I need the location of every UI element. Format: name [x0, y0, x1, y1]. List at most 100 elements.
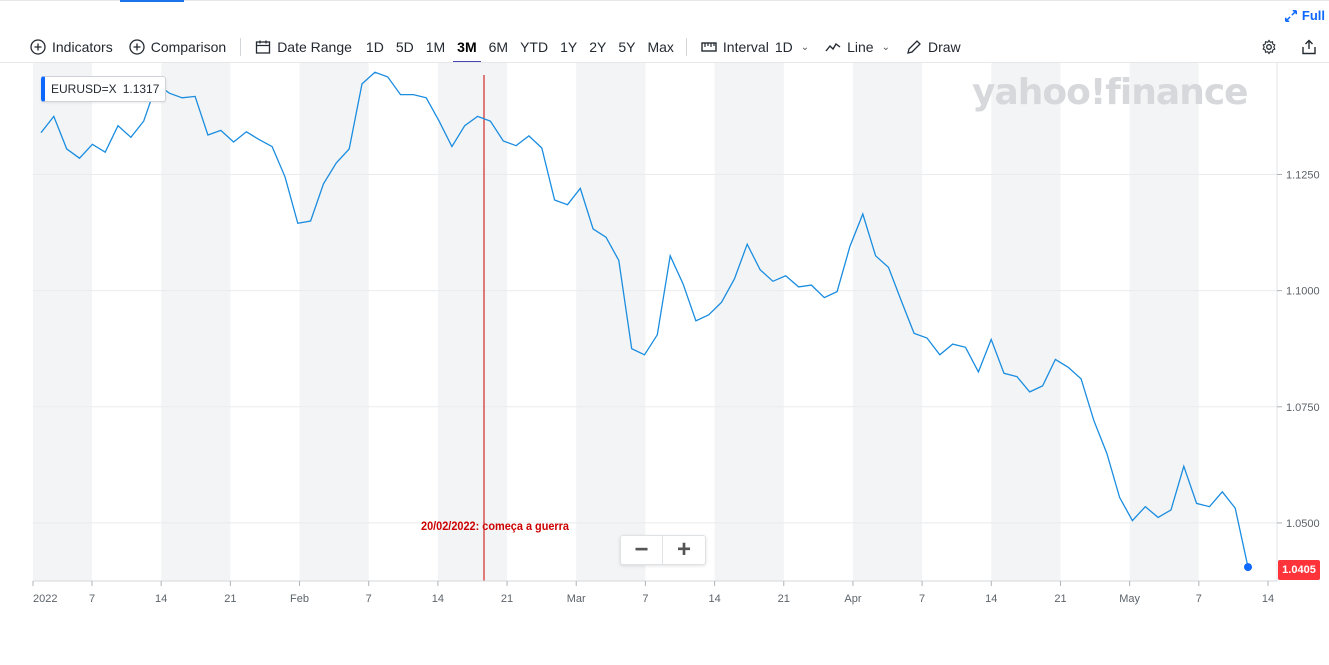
- data-point: [603, 235, 608, 240]
- data-point: [655, 332, 660, 337]
- data-point: [578, 186, 583, 191]
- settings-gear-icon[interactable]: [1261, 39, 1277, 55]
- data-point: [218, 128, 223, 133]
- draw-button[interactable]: Draw: [898, 35, 969, 59]
- week-band: [33, 63, 92, 581]
- data-point: [591, 226, 596, 231]
- interval-label: Interval: [722, 39, 769, 55]
- data-point: [334, 160, 339, 165]
- x-tick-label: 7: [919, 593, 925, 605]
- data-point: [629, 346, 634, 351]
- last-price-tag: 1.0405: [1278, 560, 1320, 580]
- week-band: [714, 63, 784, 581]
- data-point: [90, 142, 95, 147]
- data-point: [706, 312, 711, 317]
- data-point: [552, 198, 557, 203]
- yahoo-finance-logo: yahoo!finance: [972, 72, 1249, 113]
- week-band: [576, 63, 646, 581]
- data-point: [193, 94, 198, 99]
- range-button-1m[interactable]: 1M: [425, 39, 446, 55]
- fullscreen-button[interactable]: Full: [1284, 8, 1325, 23]
- data-point: [39, 130, 44, 135]
- ruler-icon: [701, 42, 717, 52]
- data-point: [282, 174, 287, 179]
- data-point: [141, 119, 146, 124]
- y-tick-label: 1.0500: [1286, 518, 1320, 530]
- data-point: [847, 244, 852, 249]
- comparison-button[interactable]: Comparison: [121, 35, 234, 59]
- date-range-button[interactable]: Date Range: [247, 35, 360, 59]
- ticker-label: EURUSD=X 1.1317: [41, 76, 167, 102]
- range-button-2y[interactable]: 2Y: [589, 39, 607, 55]
- pencil-icon: [907, 40, 921, 54]
- toolbar-divider: [240, 38, 242, 56]
- data-point: [1207, 504, 1212, 509]
- data-point: [295, 221, 300, 226]
- data-point: [116, 123, 121, 128]
- zoom-out-button[interactable]: −: [621, 536, 663, 564]
- data-point: [1233, 506, 1238, 511]
- data-point: [642, 352, 647, 357]
- plus-circle-icon: [129, 39, 145, 55]
- zoom-in-button[interactable]: +: [676, 536, 691, 563]
- indicators-label: Indicators: [52, 39, 113, 55]
- data-point: [77, 156, 82, 161]
- range-button-ytd[interactable]: YTD: [520, 39, 549, 55]
- data-point: [462, 123, 467, 128]
- data-point: [616, 258, 621, 263]
- x-tick-label: Mar: [567, 593, 586, 605]
- price-chart[interactable]: 20/02/2022: começa a guerra 1.1250 1.1000…: [0, 63, 1329, 623]
- range-button-3m[interactable]: 3M: [451, 35, 482, 64]
- week-band: [437, 63, 508, 581]
- ticker-symbol: EURUSD=X: [51, 82, 117, 96]
- data-point: [128, 135, 133, 140]
- data-point: [449, 144, 454, 149]
- range-button-1d[interactable]: 1D: [365, 39, 384, 55]
- range-button-5y[interactable]: 5Y: [618, 39, 636, 55]
- range-button-1y[interactable]: 1Y: [560, 39, 578, 55]
- range-button-5d[interactable]: 5D: [395, 39, 414, 55]
- indicators-button[interactable]: Indicators: [22, 35, 121, 59]
- data-point: [1104, 451, 1109, 456]
- range-selector: 1D 5D 1M 3M 6M YTD 1Y 2Y 5Y Max: [360, 35, 680, 64]
- last-point-dot: [1244, 563, 1252, 572]
- data-point: [360, 81, 365, 86]
- x-tick-label: 14: [985, 593, 997, 605]
- x-tick-label: 21: [1054, 593, 1066, 605]
- data-point: [822, 295, 827, 300]
- data-point: [1156, 515, 1161, 520]
- data-point: [1002, 371, 1007, 376]
- chart-type-button[interactable]: Line ⌄: [817, 35, 898, 59]
- range-button-6m[interactable]: 6M: [488, 39, 509, 55]
- grid-lines: [33, 173, 1277, 524]
- date-range-label: Date Range: [277, 39, 352, 55]
- x-tick-label: 14: [155, 593, 167, 605]
- data-point: [899, 298, 904, 303]
- data-point: [835, 289, 840, 294]
- draw-label: Draw: [927, 39, 961, 55]
- data-point: [308, 218, 313, 223]
- x-tick-label: 21: [501, 593, 513, 605]
- data-point: [1014, 374, 1019, 379]
- week-bands: [33, 63, 1199, 581]
- data-point: [719, 300, 724, 305]
- x-tick-label: Feb: [290, 593, 309, 605]
- data-point: [231, 139, 236, 144]
- data-point: [732, 277, 737, 282]
- calendar-icon: [256, 40, 271, 54]
- range-button-max[interactable]: Max: [647, 39, 674, 55]
- week-band: [1129, 63, 1199, 581]
- share-icon[interactable]: [1301, 39, 1317, 55]
- data-point: [411, 92, 416, 97]
- data-point: [167, 91, 172, 96]
- chart-type-label: Line: [847, 39, 874, 55]
- data-point: [1143, 504, 1148, 509]
- data-point: [64, 146, 69, 151]
- x-axis: 2022 7 14 21 Feb 7 14 21 Mar 7 14 21 Apr 7 14 21 May 7 14: [32, 580, 1277, 605]
- x-tick-label: 7: [366, 593, 372, 605]
- chart-toolbar: Indicators Comparison Date Range 1D 5D 1M 3…: [0, 34, 1329, 64]
- price-series: [39, 71, 1252, 572]
- data-point: [257, 137, 262, 142]
- chevron-down-icon: ⌄: [881, 41, 890, 53]
- interval-button[interactable]: Interval 1D ⌄: [693, 35, 817, 59]
